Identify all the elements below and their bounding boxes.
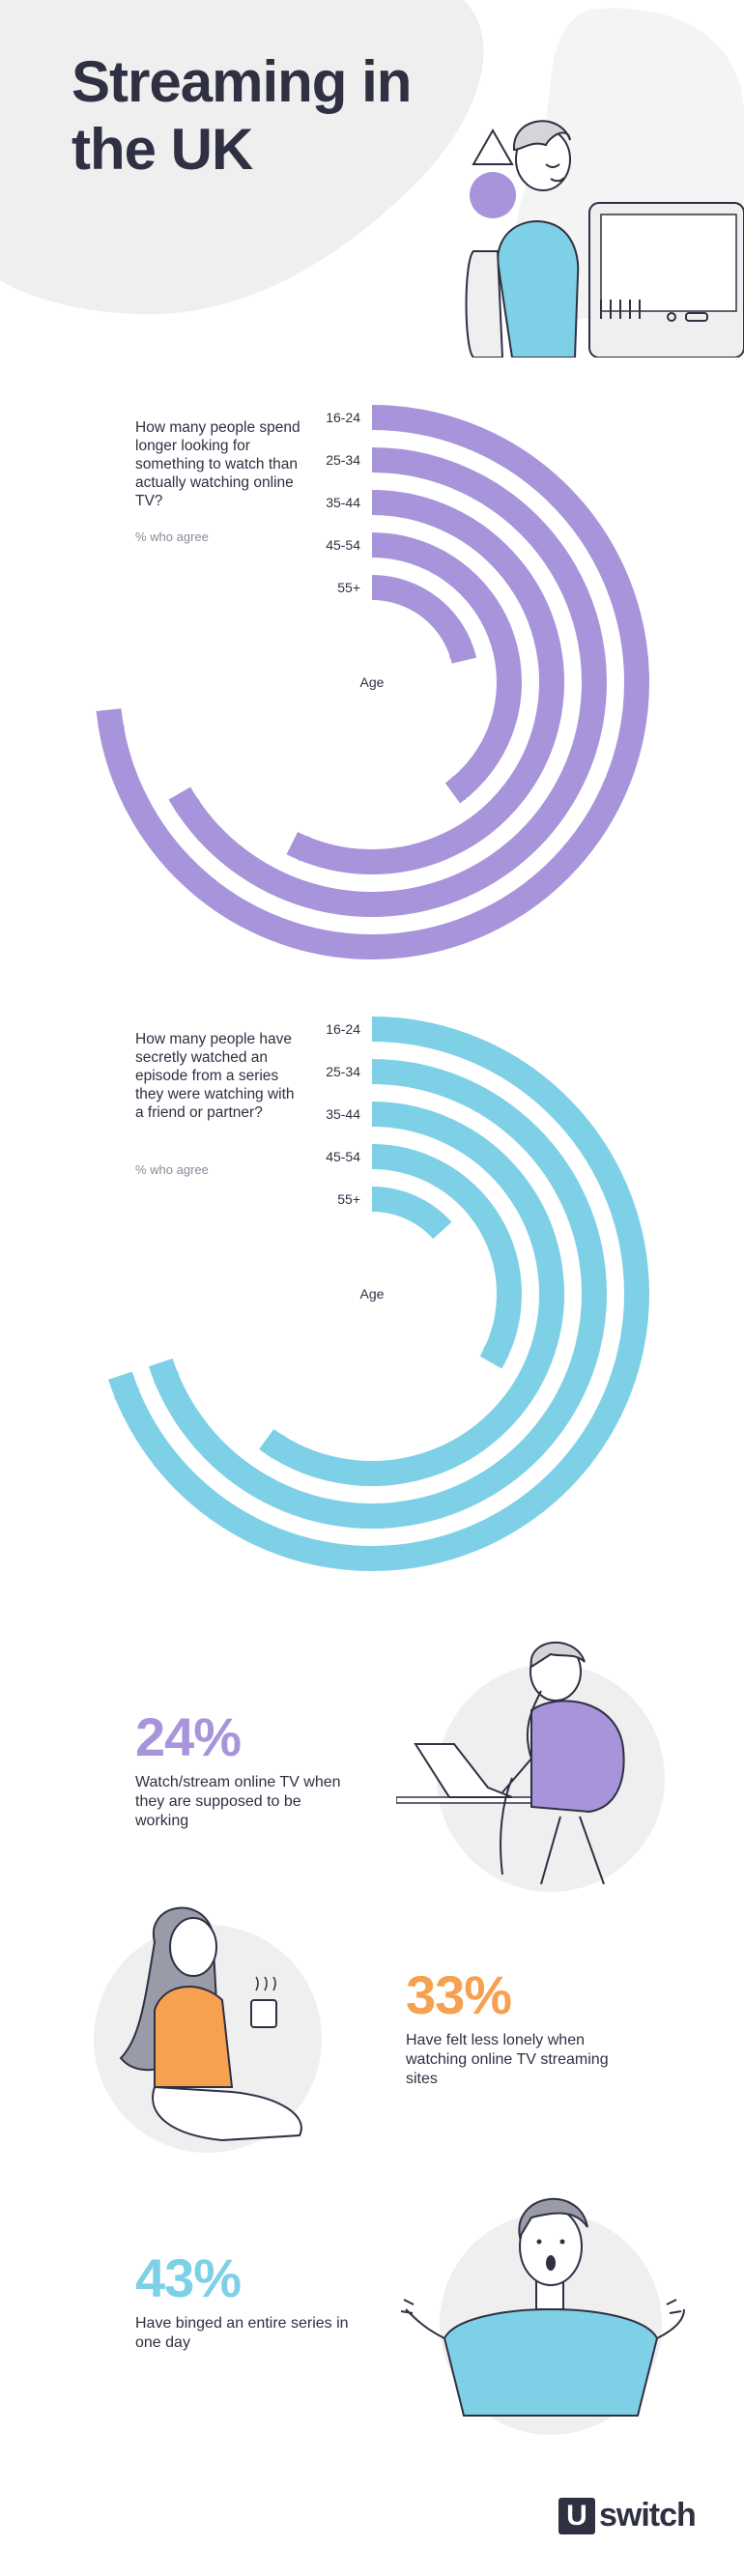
chart2-category-label: 55+: [337, 1191, 360, 1207]
chart1-center-label: Age: [360, 674, 385, 690]
chart1-category-label: 25-34: [326, 452, 360, 468]
chart2-arc-25-34: [148, 1059, 607, 1529]
stat-1-value: 24%: [135, 1706, 242, 1767]
chart2-arc-35-44: [259, 1102, 564, 1486]
chart1-value-label: 16%: [447, 644, 478, 667]
logo-wordmark: switch: [599, 2497, 697, 2533]
chart2-arc-55+: [371, 1187, 452, 1240]
chart1-arc-16-24: [96, 405, 649, 959]
chart2-category-label: 35-44: [326, 1106, 360, 1122]
chart1-question: How many people spend longer looking for…: [135, 419, 300, 509]
chart1-category-label: 35-44: [326, 495, 360, 510]
woman-with-coffee-illustration: [94, 1906, 322, 2153]
chart2-category-label: 25-34: [326, 1064, 360, 1079]
stat-3-text: Have binged an entire series in one day: [135, 2315, 349, 2351]
chart2-center-label: Age: [360, 1286, 385, 1302]
chart1-category-label: 55+: [337, 580, 360, 595]
chart1-arc-35-44: [286, 490, 564, 874]
chart2-question: How many people have secretly watched an…: [135, 1031, 295, 1121]
chart1-unit-note: % who agree: [135, 530, 209, 544]
chart2-category-label: 45-54: [326, 1149, 360, 1164]
page-title: Streaming in the UK: [72, 48, 412, 184]
chart1-category-label: 45-54: [326, 537, 360, 553]
person-at-laptop-illustration: [396, 1641, 665, 1892]
logo-mark: U: [558, 2497, 595, 2534]
uswitch-logo: U switch: [558, 2497, 697, 2534]
person-at-computer-illustration: [465, 120, 744, 358]
chart2-arc-16-24: [108, 1016, 649, 1571]
chart1-value-label: 55%: [97, 717, 126, 737]
chart2-category-label: 16-24: [326, 1021, 360, 1037]
chart2-unit-note: % who agree: [135, 1162, 209, 1177]
stat-2-text: Have felt less lonely when watching onli…: [406, 2032, 609, 2087]
chart1-category-label: 16-24: [326, 410, 360, 425]
chart1-arc-45-54: [371, 532, 522, 804]
chart2-arc-45-54: [371, 1144, 522, 1369]
chart1-arc-25-34: [168, 447, 607, 917]
title-line-1: Streaming in: [72, 49, 412, 114]
chart1-radial-bars: 16-2455%25-3450%35-4443%45-5430%55+16%Ag…: [96, 405, 649, 959]
chart1-arc-55+: [371, 575, 477, 664]
title-line-2: the UK: [72, 117, 253, 182]
shrugging-person-illustration: [400, 2197, 685, 2435]
stat-3-value: 43%: [135, 2247, 242, 2308]
stat-2-value: 33%: [406, 1964, 512, 2025]
stat-1-text: Watch/stream online TV when they are sup…: [135, 1774, 341, 1829]
